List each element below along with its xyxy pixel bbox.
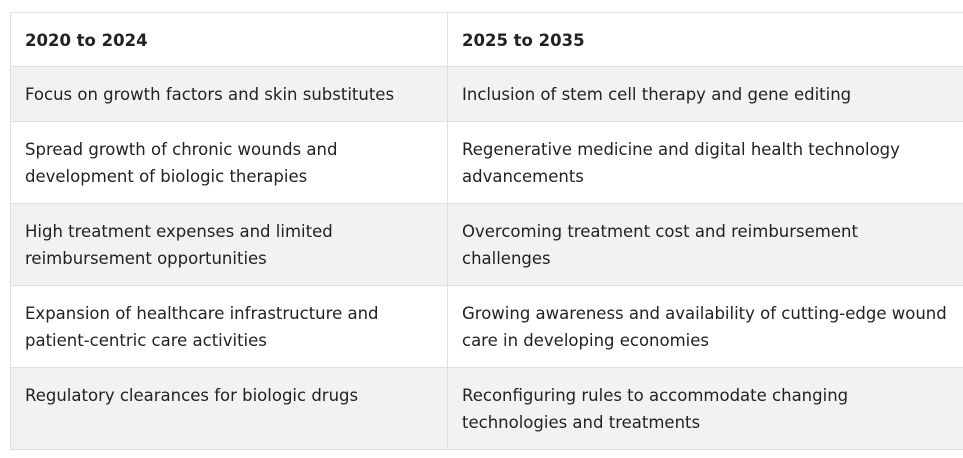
table-cell-2025-2035: Regenerative medicine and digital health… [447, 121, 963, 204]
table-row: Spread growth of chronic wounds and deve… [10, 121, 963, 204]
table-cell-2025-2035: Reconfiguring rules to accommodate chang… [447, 367, 963, 450]
table-row: Regulatory clearances for biologic drugs… [10, 367, 963, 450]
table-cell-2025-2035: Inclusion of stem cell therapy and gene … [447, 66, 963, 122]
header-period-2020-2024: 2020 to 2024 [10, 12, 448, 67]
table-row: Expansion of healthcare infrastructure a… [10, 285, 963, 368]
table-row: High treatment expenses and limited reim… [10, 203, 963, 286]
table-cell-2020-2024: Expansion of healthcare infrastructure a… [10, 285, 448, 368]
table-cell-2020-2024: Regulatory clearances for biologic drugs [10, 367, 448, 450]
table-cell-2020-2024: High treatment expenses and limited reim… [10, 203, 448, 286]
table-header-row: 2020 to 2024 2025 to 2035 [10, 12, 963, 67]
table-cell-2020-2024: Focus on growth factors and skin substit… [10, 66, 448, 122]
header-period-2025-2035: 2025 to 2035 [447, 12, 963, 67]
table-cell-2025-2035: Overcoming treatment cost and reimbursem… [447, 203, 963, 286]
table-row: Focus on growth factors and skin substit… [10, 66, 963, 122]
table-cell-2025-2035: Growing awareness and availability of cu… [447, 285, 963, 368]
comparison-table-container: 2020 to 2024 2025 to 2035 Focus on growt… [10, 12, 963, 450]
comparison-table: 2020 to 2024 2025 to 2035 Focus on growt… [10, 12, 963, 450]
table-cell-2020-2024: Spread growth of chronic wounds and deve… [10, 121, 448, 204]
